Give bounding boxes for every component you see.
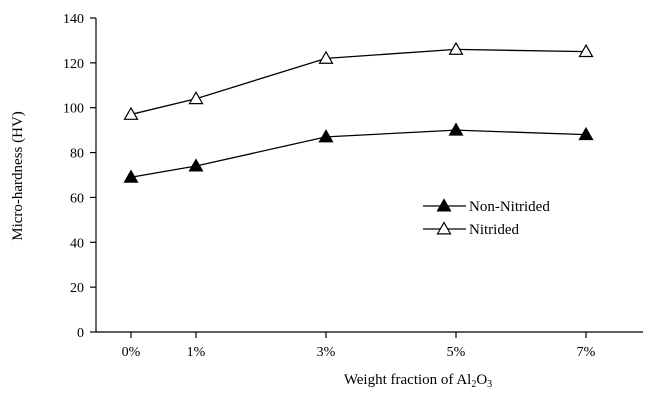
y-tick-label: 60 — [70, 191, 84, 206]
legend: Non-Nitrided Nitrided — [423, 198, 550, 238]
legend-marker — [436, 198, 452, 212]
series-nitrided — [123, 41, 594, 120]
data-point — [578, 43, 594, 58]
x-axis-title-main: Weight fraction of Al — [344, 372, 472, 388]
x-axis-title-mid: O — [476, 372, 487, 388]
y-tick-label: 0 — [77, 326, 84, 341]
x-tick-label: 3% — [317, 345, 336, 360]
y-axis-title: Micro-hardness (HV) — [10, 111, 26, 241]
data-point — [578, 126, 594, 141]
y-ticks: 0 20 40 60 80 100 120 140 — [63, 12, 96, 341]
legend-item: Non-Nitrided — [423, 198, 550, 215]
data-point — [318, 129, 334, 143]
y-tick-label: 40 — [70, 236, 84, 251]
legend-item: Nitrided — [423, 221, 519, 238]
x-tick-label: 1% — [187, 345, 206, 360]
series-non-nitrided — [123, 122, 594, 183]
x-axis-title: Weight fraction of Al2O3 — [344, 372, 492, 390]
x-axis-title-sub-2: 2 — [471, 379, 476, 390]
y-tick-label: 140 — [63, 12, 84, 27]
x-axis-title-sub-3: 3 — [487, 379, 492, 390]
y-tick-label: 120 — [63, 57, 84, 72]
legend-label: Nitrided — [469, 222, 519, 238]
series-layer — [123, 41, 594, 183]
y-tick-label: 20 — [70, 281, 84, 296]
legend-label: Non-Nitrided — [469, 199, 550, 215]
data-point — [188, 158, 204, 172]
data-point — [188, 91, 204, 105]
series-line — [130, 48, 587, 116]
legend-marker — [436, 221, 452, 235]
axes — [95, 18, 643, 333]
x-tick-label: 5% — [447, 345, 466, 360]
y-tick-label: 100 — [63, 102, 84, 117]
y-tick-label: 80 — [70, 147, 84, 162]
x-tick-label: 7% — [577, 345, 596, 360]
x-tick-label: 0% — [122, 345, 141, 360]
data-point — [448, 122, 464, 136]
data-point — [448, 41, 464, 55]
data-point — [123, 106, 139, 120]
x-ticks: 0% 1% 3% 5% 7% — [122, 332, 596, 360]
data-point — [123, 169, 139, 183]
data-point — [318, 50, 334, 64]
